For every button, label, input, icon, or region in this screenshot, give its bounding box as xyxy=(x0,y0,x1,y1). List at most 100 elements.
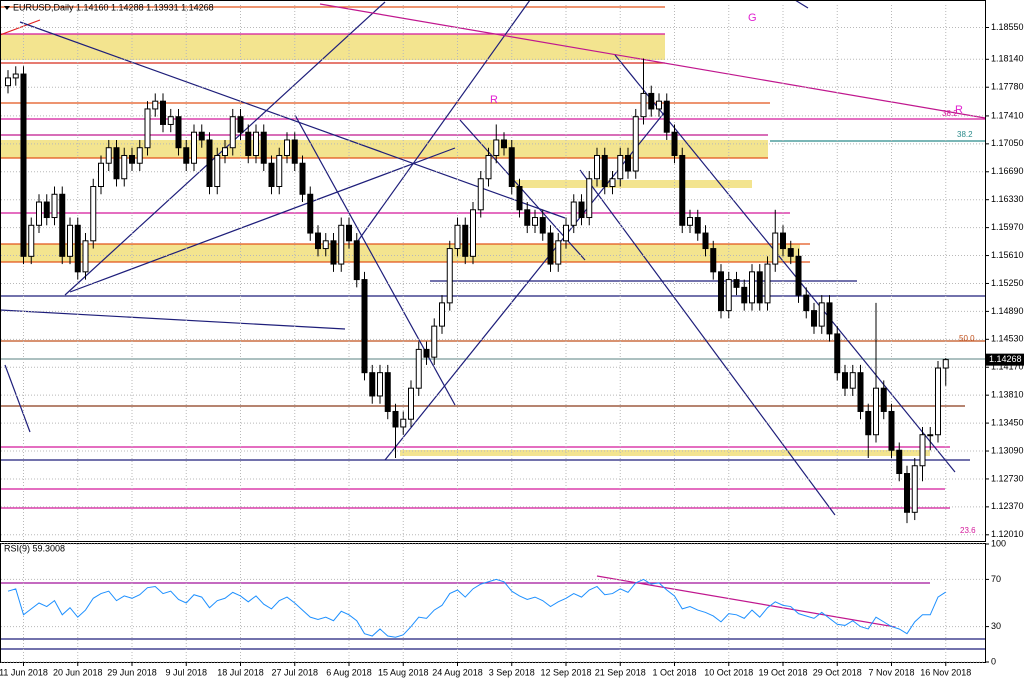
annotation: 23.6 xyxy=(960,526,976,535)
candle-body xyxy=(842,372,848,389)
candle-body xyxy=(59,193,66,257)
x-tick-label: 6 Aug 2018 xyxy=(326,667,372,677)
candle-body xyxy=(439,302,445,327)
candle-body xyxy=(253,131,259,156)
candle-body xyxy=(415,348,422,389)
candle-body xyxy=(183,147,190,164)
candle-body xyxy=(462,224,469,257)
candle-body xyxy=(570,201,577,226)
candle-body xyxy=(733,279,740,288)
candle-body xyxy=(198,131,205,141)
candle-body xyxy=(214,154,221,188)
zone xyxy=(515,180,752,188)
trend-line xyxy=(614,54,956,473)
annotation: 38.2 xyxy=(942,109,958,118)
trend-line xyxy=(354,0,531,246)
candle-body xyxy=(237,116,244,133)
candle-body xyxy=(539,217,546,234)
y-tick-label: 1.15610 xyxy=(991,250,1024,260)
x-tick-label: 19 Oct 2018 xyxy=(758,667,807,677)
candle-body xyxy=(679,154,686,226)
candle-body xyxy=(516,186,523,211)
candle-body xyxy=(873,387,879,436)
candle-body xyxy=(136,147,143,164)
annotation: G xyxy=(748,12,757,24)
candle-body xyxy=(803,294,810,312)
y-tick-label: 1.15250 xyxy=(991,278,1024,288)
candle-body xyxy=(524,209,531,226)
candle-body xyxy=(330,240,337,265)
candle-body xyxy=(625,154,631,172)
last-price-box xyxy=(986,353,1024,366)
candle-body xyxy=(175,116,182,149)
candle-body xyxy=(741,286,748,304)
y-tick-label: 1.18140 xyxy=(991,54,1024,64)
candle-body xyxy=(408,387,414,420)
candle-body xyxy=(43,201,50,219)
x-tick-label: 27 Jul 2018 xyxy=(271,667,318,677)
candle-body xyxy=(663,100,670,133)
candle-body xyxy=(67,224,73,257)
y-tick-label: 100 xyxy=(991,538,1006,548)
last-price-label: 1.14268 xyxy=(989,354,1022,364)
candle-body xyxy=(687,217,693,226)
candle-body xyxy=(648,92,655,110)
x-tick-label: 11 Jun 2018 xyxy=(0,667,48,677)
candle-body xyxy=(911,465,918,513)
candle-body xyxy=(206,139,213,188)
x-tick-label: 16 Nov 2018 xyxy=(920,667,971,677)
x-tick-label: 3 Sep 2018 xyxy=(489,667,535,677)
candle-body xyxy=(167,116,174,125)
candle-body xyxy=(787,248,794,257)
x-tick-label: 29 Oct 2018 xyxy=(813,667,862,677)
candle-body xyxy=(919,434,926,467)
y-tick-label: 0 xyxy=(991,656,996,666)
candle-body xyxy=(547,232,554,265)
candle-body xyxy=(299,162,306,195)
y-tick-label: 1.18550 xyxy=(991,22,1024,32)
x-tick-label: 18 Jul 2018 xyxy=(217,667,264,677)
candle-body xyxy=(353,240,360,281)
candle-body xyxy=(74,224,81,273)
candle-body xyxy=(640,92,647,118)
x-tick-label: 20 Jun 2018 xyxy=(53,667,103,677)
candle-body xyxy=(291,139,298,164)
candle-body xyxy=(772,232,779,265)
candle-body xyxy=(927,434,934,437)
candle-body xyxy=(338,224,345,265)
y-tick-label: 1.13090 xyxy=(991,445,1024,455)
menu-triangle[interactable] xyxy=(4,6,10,10)
candle-body xyxy=(609,178,616,188)
candle-body xyxy=(470,209,476,257)
candle-body xyxy=(5,77,11,87)
candle-body xyxy=(725,279,732,312)
y-tick-label: 1.12370 xyxy=(991,501,1024,511)
zone xyxy=(400,450,930,456)
candle-body xyxy=(578,201,585,219)
candle-body xyxy=(28,224,35,257)
y-tick-label: 1.15970 xyxy=(991,222,1024,232)
candle-body xyxy=(904,473,910,513)
y-tick-label: 1.14170 xyxy=(991,362,1024,372)
candle-body xyxy=(508,147,515,188)
rsi-line xyxy=(7,578,947,638)
y-tick-label: 1.14890 xyxy=(991,306,1024,316)
x-tick-label: 24 Aug 2018 xyxy=(432,667,483,677)
candle-body xyxy=(82,240,89,273)
candle-body xyxy=(322,240,329,250)
annotation: R xyxy=(955,104,963,116)
zone xyxy=(0,34,665,60)
candle-body xyxy=(191,131,197,164)
x-tick-label: 1 Oct 2018 xyxy=(652,667,696,677)
y-tick-label: 1.17780 xyxy=(991,82,1024,92)
candle-body xyxy=(229,116,236,149)
candle-body xyxy=(501,139,507,149)
candle-body xyxy=(98,162,104,188)
annotation: 50.0 xyxy=(959,334,975,343)
candle-body xyxy=(617,154,624,180)
candle-body xyxy=(284,139,290,156)
candle-body xyxy=(160,100,166,125)
candle-body xyxy=(795,255,802,296)
x-tick-label: 10 Oct 2018 xyxy=(704,667,753,677)
